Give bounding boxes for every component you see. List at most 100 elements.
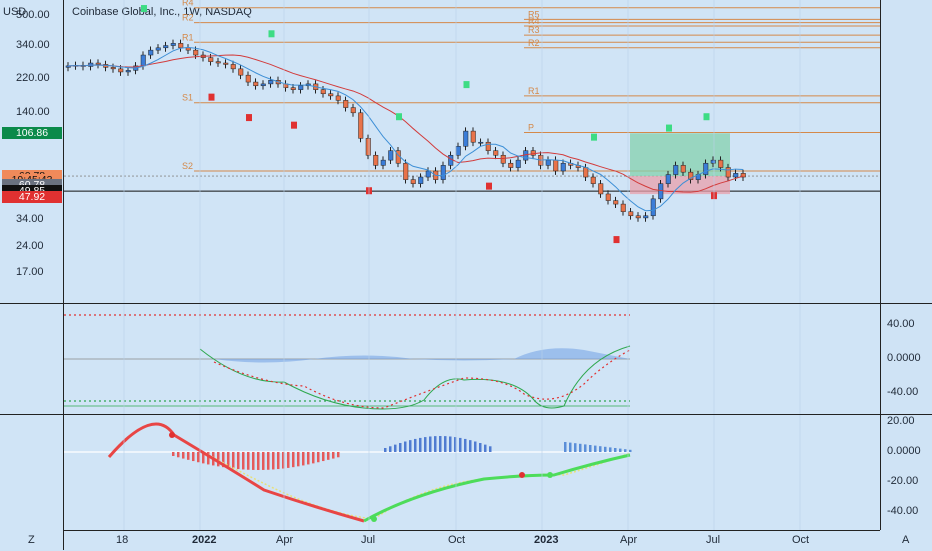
time-tick-label: Oct <box>792 534 810 546</box>
candle-body <box>373 154 379 166</box>
histogram-bar <box>252 452 255 470</box>
sell-signal-marker <box>613 236 620 244</box>
oscillator-1-svg[interactable] <box>64 304 880 414</box>
histogram-bar <box>414 438 417 452</box>
pivot-label: R1 <box>182 32 194 42</box>
candle-body <box>650 198 656 217</box>
candle-body <box>343 100 349 108</box>
candle-body <box>740 173 746 178</box>
candle-body <box>418 176 424 184</box>
candle-body <box>178 43 184 49</box>
candle-body <box>485 141 491 151</box>
histogram-bar <box>474 441 477 452</box>
histogram-bar <box>242 452 245 470</box>
candle-body <box>725 167 731 178</box>
histogram-bar <box>589 445 592 452</box>
histogram-bar <box>454 437 457 452</box>
time-tick-label: Jul <box>706 534 721 546</box>
candle-body <box>388 150 394 161</box>
candle-body <box>358 112 364 139</box>
histogram-bar <box>182 452 185 459</box>
candle-body <box>643 215 649 219</box>
pivot-label: R2 <box>182 13 194 23</box>
symbol-title[interactable]: Coinbase Global, Inc., 1W, NASDAQ <box>72 6 252 18</box>
candle-body <box>350 107 356 114</box>
candle-body <box>320 89 326 95</box>
histogram-bar <box>574 443 577 452</box>
zoom-corner-left[interactable]: Z <box>28 534 35 546</box>
histogram-bar <box>312 452 315 464</box>
currency-label: USD <box>3 6 27 18</box>
candle-body <box>680 165 686 173</box>
oscillator-2-scale[interactable]: 20.00 0.0000 -20.00 -40.00 <box>880 415 932 530</box>
macd-line-up <box>363 453 631 523</box>
oscillator-pane-2[interactable] <box>64 415 880 530</box>
pane-divider-1[interactable] <box>0 303 932 304</box>
pane-divider-2[interactable] <box>0 414 932 415</box>
candle-body <box>118 68 124 73</box>
candle-body <box>530 150 536 156</box>
oscillator-2-svg[interactable] <box>64 415 880 530</box>
histogram-bar <box>489 446 492 452</box>
price-pane[interactable]: R4 R2 R1 S1 S2 R5 R4 R3 R2 R1 P <box>64 0 880 303</box>
candle-body <box>733 173 739 178</box>
histogram-bar <box>267 452 270 470</box>
histogram-bar <box>619 448 622 452</box>
candle-body <box>410 179 416 184</box>
price-scale-left[interactable]: 500.00 340.00 220.00 140.00 34.00 24.00 17.00 1… <box>0 0 64 303</box>
candle-body <box>208 57 214 62</box>
oscillator-pane-1[interactable] <box>64 304 880 414</box>
candle-body <box>710 159 716 164</box>
histogram-bar <box>399 443 402 452</box>
oscillator-1-scale[interactable]: 40.00 0.0000 -40.00 <box>880 304 932 414</box>
oscillator-tick-label: 20.00 <box>887 415 915 427</box>
histogram-bar <box>207 452 210 465</box>
pivot-label: R4 <box>182 0 194 8</box>
histogram-bar <box>317 452 320 463</box>
candle-body <box>260 83 266 87</box>
price-tick-label: 34.00 <box>16 213 44 226</box>
candle-body <box>500 154 506 164</box>
candle-body <box>238 68 244 76</box>
pivot-label: S1 <box>182 93 193 103</box>
histogram-bar <box>464 438 467 452</box>
oscillator-tick-label: 40.00 <box>887 318 915 330</box>
histogram-bar <box>429 436 432 452</box>
buy-signal-marker <box>268 30 275 38</box>
price-tick-label: 17.00 <box>16 265 44 278</box>
oscillator-tick-label: -40.00 <box>887 505 919 517</box>
histogram-bar <box>222 452 225 468</box>
buy-signal-marker <box>666 124 672 132</box>
time-tick-label: Apr <box>276 534 294 546</box>
candle-body <box>440 165 446 180</box>
histogram-bar <box>322 452 325 462</box>
pivot-label: R5 <box>528 9 540 19</box>
candle-body <box>185 47 191 51</box>
time-axis[interactable]: 18 2022 Apr Jul Oct 2023 Apr Jul Oct <box>64 530 880 551</box>
histogram-bar <box>614 448 617 452</box>
candle-body <box>470 130 476 143</box>
candle-body <box>515 159 521 168</box>
price-scale-right[interactable] <box>880 0 932 303</box>
candle-body <box>448 154 454 166</box>
macd-line-down <box>107 422 365 523</box>
candle-body <box>425 170 431 178</box>
time-tick-label: Apr <box>620 534 638 546</box>
histogram-bar <box>282 452 285 469</box>
candle-body <box>95 62 101 65</box>
price-badge: 47.92 <box>2 191 62 204</box>
candle-body <box>665 174 671 184</box>
histogram-bar <box>624 449 627 452</box>
candle-body <box>508 162 514 168</box>
candle-body <box>155 47 161 51</box>
histogram-bar <box>272 452 275 470</box>
sell-signal-marker <box>208 93 215 101</box>
histogram-bar <box>439 436 442 452</box>
candle-body <box>493 150 499 156</box>
candle-body <box>703 162 709 175</box>
auto-scale-button[interactable]: A <box>902 534 910 546</box>
histogram-bar <box>584 444 587 452</box>
histogram-bar <box>232 452 235 469</box>
